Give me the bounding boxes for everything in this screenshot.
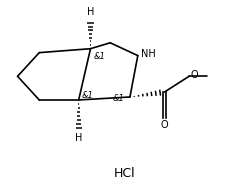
Text: H: H bbox=[75, 134, 82, 143]
Text: H: H bbox=[87, 7, 94, 17]
Text: HCl: HCl bbox=[114, 167, 136, 180]
Text: &1: &1 bbox=[112, 94, 124, 103]
Text: &1: &1 bbox=[82, 91, 94, 100]
Text: &1: &1 bbox=[94, 52, 105, 61]
Text: O: O bbox=[160, 120, 168, 130]
Text: O: O bbox=[190, 70, 198, 80]
Text: NH: NH bbox=[141, 49, 156, 59]
